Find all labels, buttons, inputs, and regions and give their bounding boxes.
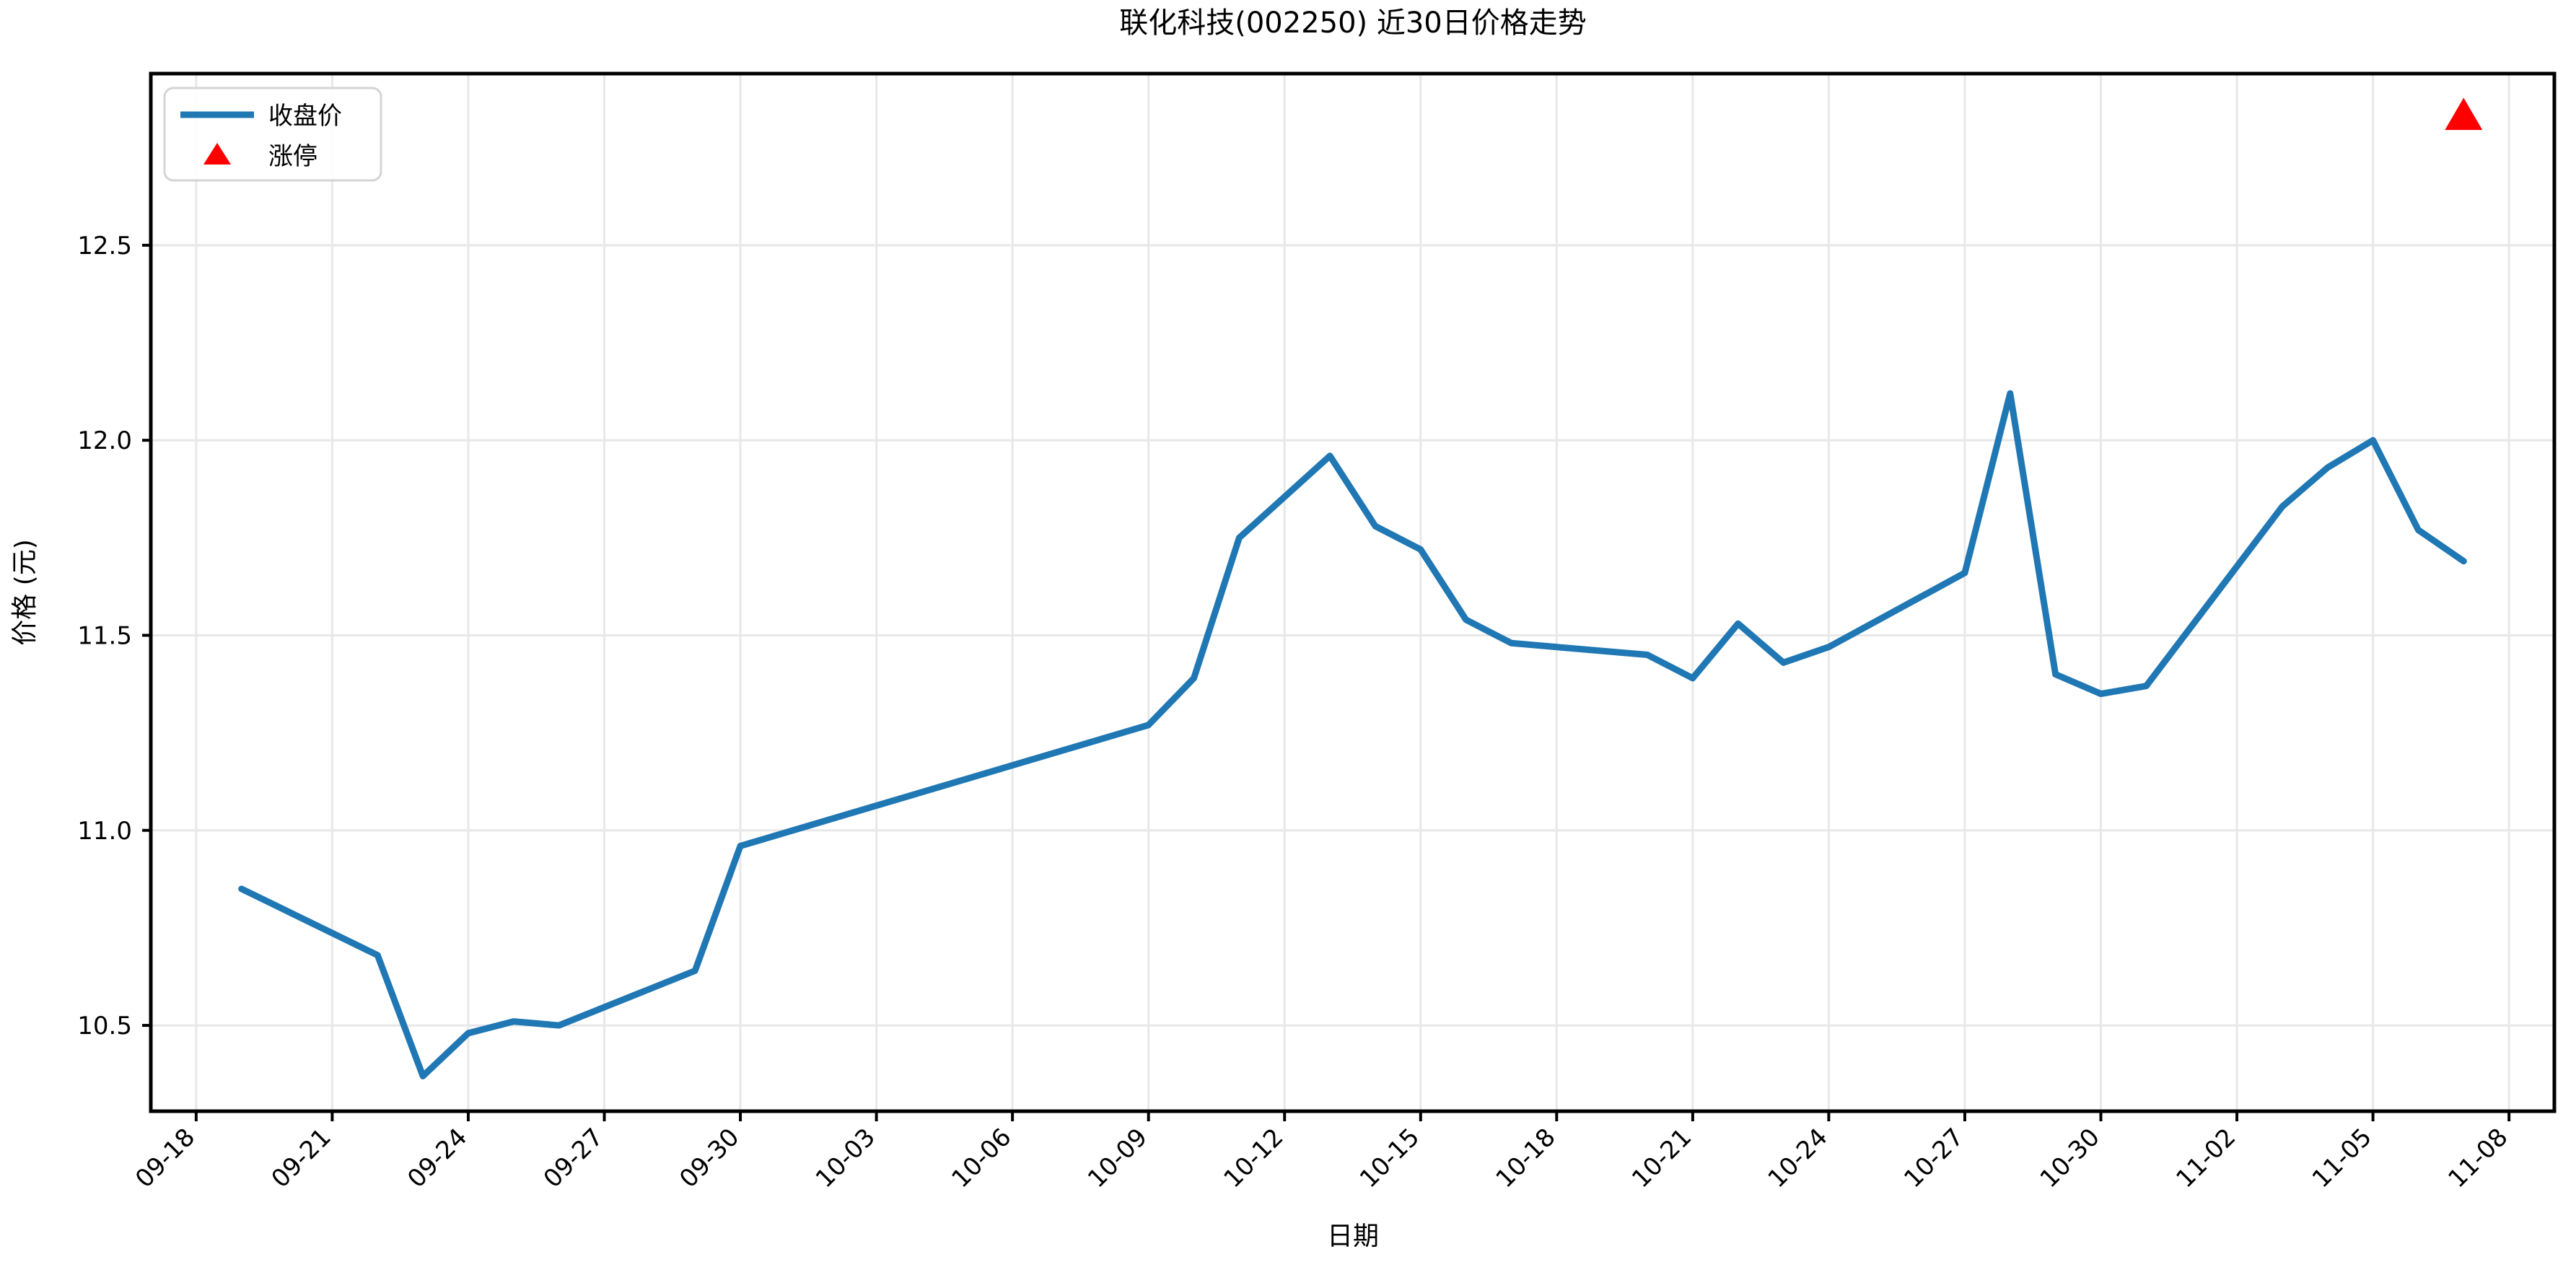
limit-up-triangle-marker bbox=[2445, 97, 2483, 131]
legend-swatch-limit-up bbox=[203, 143, 231, 165]
chart-title: 联化科技(002250) 近30日价格走势 bbox=[1119, 6, 1587, 40]
y-axis-title: 价格 (元) bbox=[10, 539, 40, 646]
y-tick-label: 11.5 bbox=[77, 621, 132, 650]
axes-spines bbox=[149, 71, 2557, 1113]
data-series-layer bbox=[238, 390, 2467, 1079]
x-gridlines bbox=[195, 74, 2510, 1111]
y-tick-label: 12.0 bbox=[77, 426, 132, 455]
limit-up-marker-layer bbox=[2445, 97, 2483, 131]
plot-area bbox=[151, 74, 2554, 1111]
y-tick-label: 12.5 bbox=[77, 232, 132, 260]
legend-label-closing-price: 收盘价 bbox=[268, 102, 342, 131]
legend-label-limit-up: 涨停 bbox=[268, 142, 317, 171]
y-axis-ticks: 10.5 11.0 11.5 12.0 12.5 bbox=[77, 232, 151, 1040]
chart-legend: 收盘价 涨停 bbox=[163, 87, 382, 182]
y-tick-label: 11.0 bbox=[77, 817, 132, 846]
x-axis-title: 日期 bbox=[1327, 1222, 1379, 1251]
y-tick-label: 10.5 bbox=[77, 1012, 132, 1040]
closing-price-line bbox=[238, 390, 2467, 1079]
